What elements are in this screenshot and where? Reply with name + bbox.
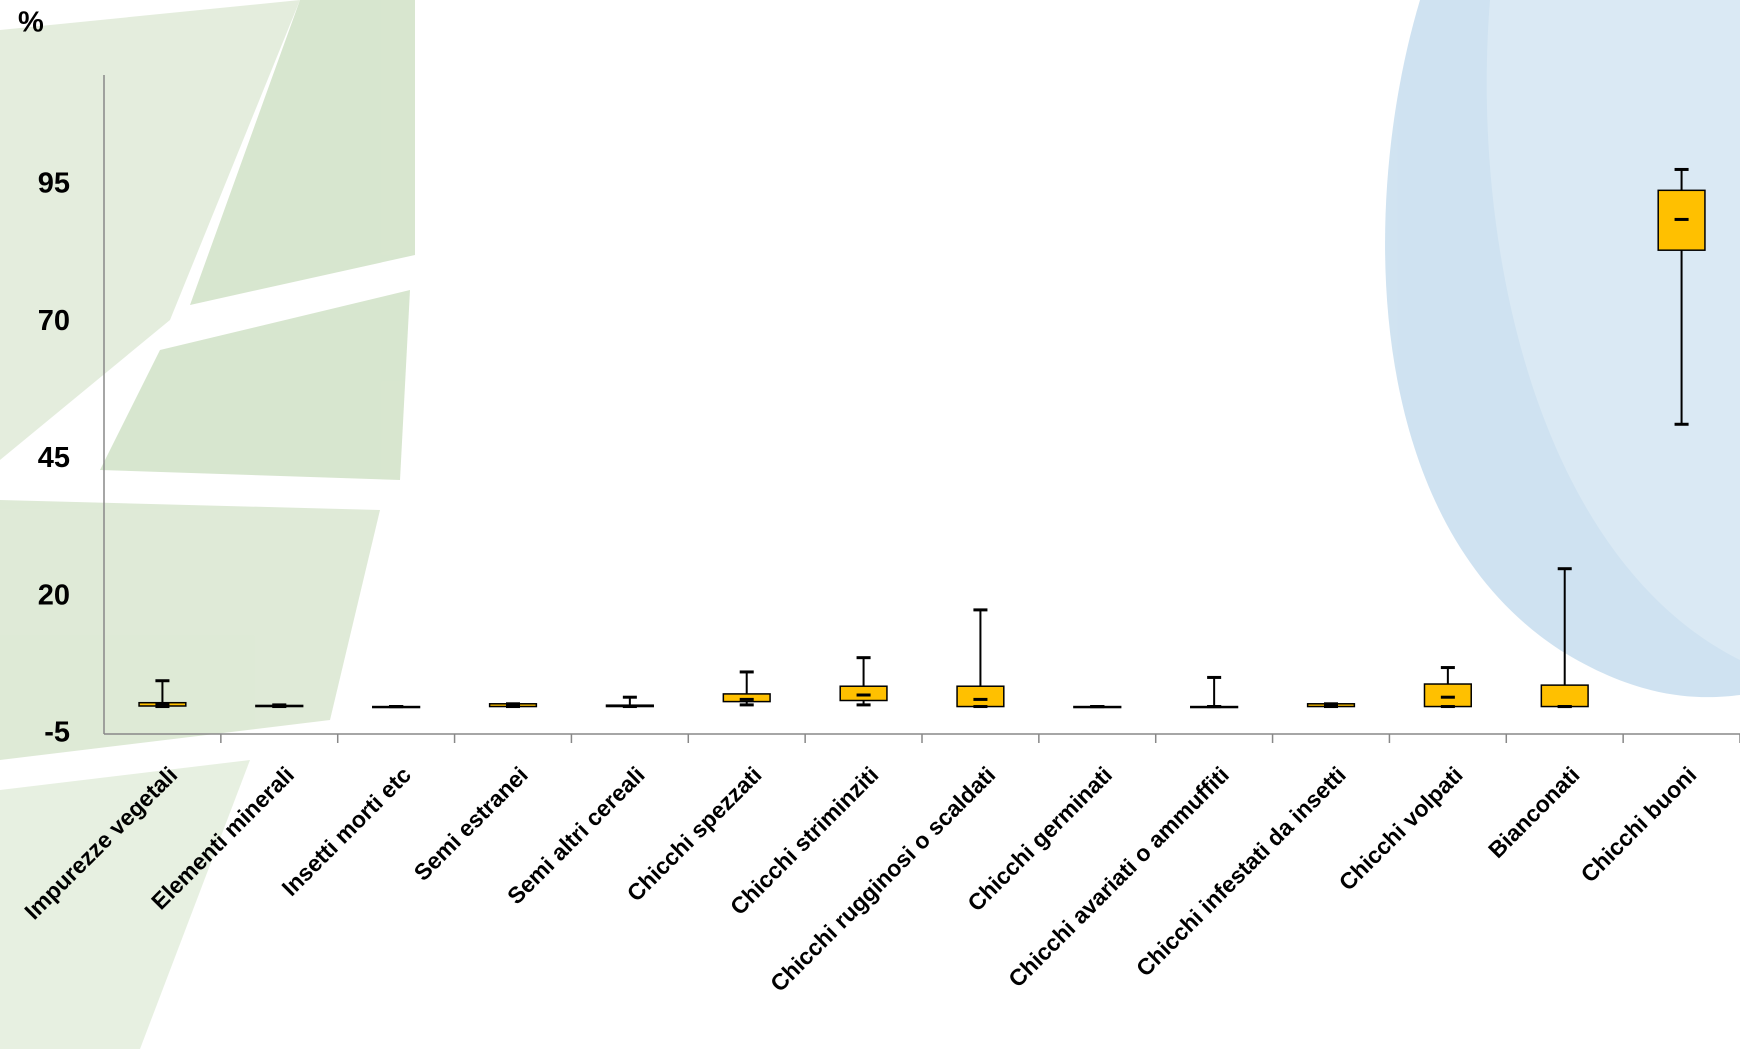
y-tick-label: 95 xyxy=(38,167,70,199)
x-tick-label: Chicchi volpati xyxy=(1334,761,1468,895)
y-tick-label: 70 xyxy=(38,305,70,337)
x-tick-label: Chicchi buoni xyxy=(1575,761,1701,887)
y-tick-label: 20 xyxy=(38,579,70,611)
chart: % -520457095Impurezze vegetaliElementi m… xyxy=(0,0,1740,1049)
x-tick-label: Insetti morti etc xyxy=(276,761,416,901)
x-tick-label: Chicchi rugginosi o scaldati xyxy=(765,761,1000,996)
y-axis-label: % xyxy=(18,7,44,39)
box xyxy=(1424,684,1471,707)
x-tick-label: Chicchi avariati o ammuffiti xyxy=(1003,761,1234,992)
x-tick-label: Bianconati xyxy=(1483,761,1585,863)
box xyxy=(840,686,887,700)
box xyxy=(957,686,1004,706)
box xyxy=(1541,685,1588,706)
x-tick-label: Semi estranei xyxy=(409,761,533,885)
y-tick-label: 45 xyxy=(38,442,70,474)
y-tick-label: -5 xyxy=(44,717,70,749)
x-tick-label: Chicchi infestati da insetti xyxy=(1131,761,1351,981)
